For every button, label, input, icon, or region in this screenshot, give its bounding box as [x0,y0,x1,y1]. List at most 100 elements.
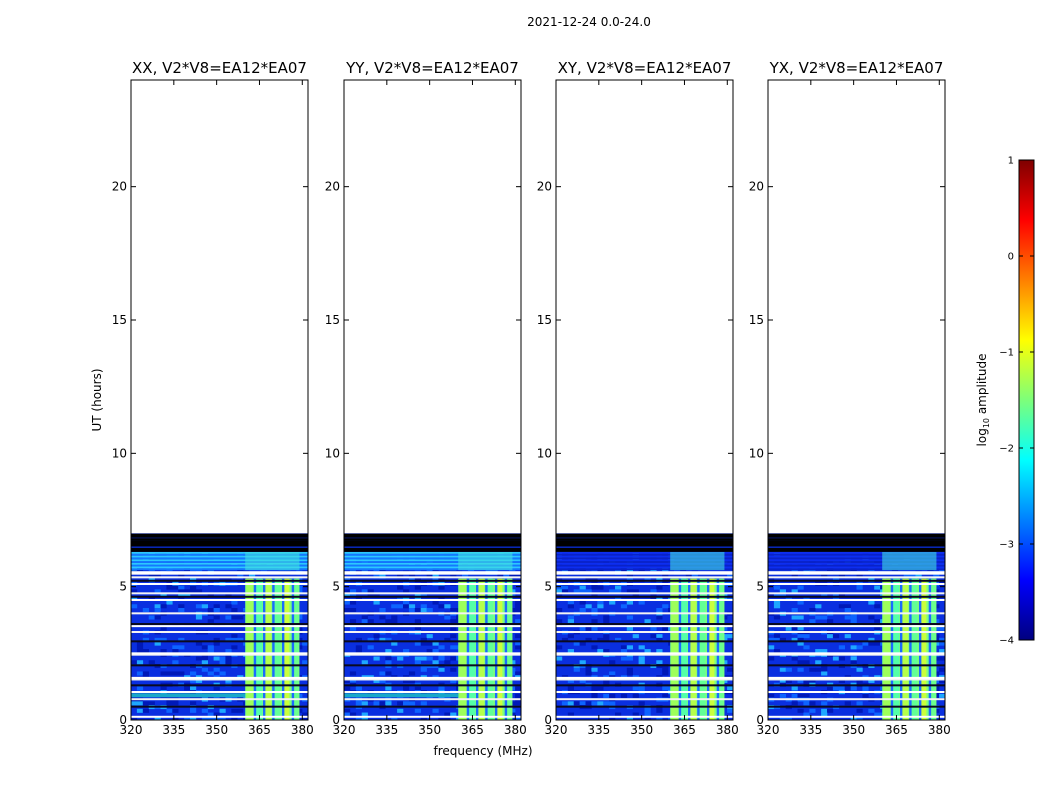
noise-cell [172,701,179,706]
x-axis-label: frequency (MHz) [433,744,532,758]
noise-cell [785,678,792,683]
noise-cell [154,615,161,620]
noise-cell [391,641,398,646]
noise-cell [178,604,185,609]
noise-cell [797,660,804,665]
flag-line [131,652,308,655]
noise-cell [515,604,522,609]
noise-cell [797,626,804,631]
noise-cell [779,667,786,672]
noise-cell [391,716,398,721]
noise-cell [172,585,179,590]
noise-cell [556,645,563,650]
rfi-gap-line [899,578,903,720]
noise-cell [438,686,445,691]
noise-cell [850,615,857,620]
noise-cell [874,641,881,646]
noise-cell [160,649,167,654]
end-flag-line [768,542,945,545]
flag-line [131,623,308,625]
noise-cell [632,693,639,698]
flag-line [768,592,945,595]
flag-line [556,592,733,595]
noise-cell [420,667,427,672]
noise-cell [373,656,380,661]
noise-cell [815,649,822,654]
noise-cell [862,686,869,691]
stripe-row [344,559,521,562]
colorbar-label-sub: 10 [982,418,991,428]
noise-cell [797,678,804,683]
noise-cell [302,641,309,646]
y-tick-label: 15 [749,313,764,327]
noise-cell [591,693,598,698]
noise-cell [561,701,569,706]
flag-line [344,705,521,708]
noise-cell [302,712,309,717]
flag-line [556,623,733,625]
noise-cell [597,604,604,609]
noise-cell [355,645,362,650]
noise-cell [779,678,786,683]
noise-cell [603,701,610,706]
noise-cell [844,604,851,609]
noise-cell [727,708,734,713]
flag-line [131,592,308,595]
stripe-row [768,568,945,571]
noise-cell [438,604,445,609]
rfi-subcolumn [928,578,936,720]
noise-cell [225,660,232,665]
noise-cell [773,604,781,609]
noise-cell [939,667,946,672]
flag-line [556,715,733,718]
noise-cell [166,671,173,676]
noise-cell [768,593,775,598]
noise-cell [797,667,804,672]
noise-cell [632,712,639,717]
rfi-subcolumn [689,578,697,720]
noise-cell [225,604,232,609]
y-tick-label: 10 [537,446,552,460]
end-flag-line [344,540,521,543]
stripe-row [556,566,733,569]
stripe-row [344,568,521,571]
stripe-row [344,561,521,563]
stripe-row [768,562,945,565]
noise-cell [620,649,628,654]
noise-cell [626,645,633,650]
x-tick-label: 350 [630,723,653,737]
noise-cell [213,637,220,642]
noise-cell [773,649,781,654]
noise-cell [414,660,421,665]
end-flag-line [344,544,521,547]
noise-cell [355,686,362,691]
noise-cell [178,608,185,613]
noise-cell [166,600,173,605]
noise-cell [844,615,851,620]
noise-cell [803,645,810,650]
noise-cell [231,615,238,620]
noise-cell [832,686,840,691]
rfi-subcolumn [291,578,299,720]
rfi-subcolumn [273,578,281,720]
flag-line [556,625,733,628]
noise-cell [403,600,410,605]
noise-cell [190,716,197,721]
stripe-row [344,566,521,569]
noise-cell [838,604,845,609]
noise-cell [373,593,380,598]
end-flag-line [768,549,945,552]
noise-cell [838,656,845,661]
stripe-row [131,568,308,571]
end-flag-line [556,547,733,550]
noise-cell [856,667,863,672]
stripe-row [344,553,521,556]
flag-line [556,640,733,643]
noise-cell [420,716,427,721]
noise-cell [821,708,828,713]
flag-line [768,652,945,655]
noise-cell [838,678,845,683]
flag-line [344,599,521,601]
noise-cell [727,686,734,691]
noise-cell [567,619,574,624]
